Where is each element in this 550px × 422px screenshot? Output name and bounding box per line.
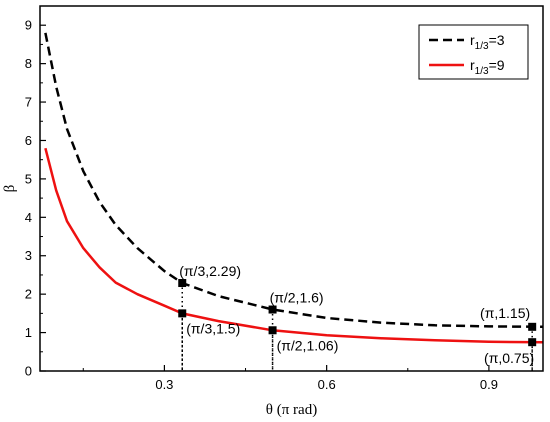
y-tick-label: 1 [25, 325, 32, 340]
series-line-1 [44, 32, 544, 329]
legend-box [418, 24, 529, 80]
y-tick-label: 4 [25, 210, 32, 225]
data-marker [178, 309, 187, 318]
data-marker [268, 326, 277, 335]
y-tick-label: 9 [25, 18, 32, 33]
data-label: (π/3,2.29) [179, 263, 241, 279]
legend-entry-series-2-sub: 1/3 [475, 66, 489, 77]
y-tick-label: 5 [25, 171, 32, 186]
x-tick-label: 0.3 [155, 377, 173, 392]
series-line-2 [44, 147, 544, 344]
legend: r1/3=3 r1/3=9 [418, 24, 529, 80]
x-tick-label: 0.9 [480, 377, 498, 392]
data-label: (π/2,1.06) [277, 337, 339, 353]
y-tick-label: 8 [25, 56, 32, 71]
legend-entry-series-2-tail: =9 [489, 57, 505, 73]
legend-entry-series-1-main: r [470, 32, 475, 48]
data-label: (π,0.75) [484, 350, 534, 366]
y-tick-label: 0 [25, 364, 32, 379]
y-axis-label: β [2, 185, 18, 193]
legend-entry-series-1-tail: =3 [489, 32, 505, 48]
data-label: (π,1.15) [480, 305, 530, 321]
data-label: (π/3,1.5) [186, 320, 240, 336]
data-label: (π/2,1.6) [270, 290, 324, 306]
annotations: (π/3,2.29) (π/3,1.5) (π/2,1.6) (π/2,1.06) (π… [178, 263, 537, 371]
legend-entry-series-1: r1/3=3 [470, 32, 505, 52]
plot-frame [39, 5, 544, 372]
legend-entry-series-1-sub: 1/3 [475, 41, 489, 52]
data-marker [268, 305, 277, 314]
plot-area [44, 32, 544, 344]
legend-entry-series-2: r1/3=9 [470, 57, 505, 77]
y-tick-label: 6 [25, 133, 32, 148]
legend-entry-series-2-main: r [470, 57, 475, 73]
x-tick-label: 0.6 [318, 377, 336, 392]
x-axis-label: θ (π rad) [266, 402, 317, 418]
y-tick-label: 2 [25, 287, 32, 302]
data-marker [178, 279, 187, 288]
y-tick-label: 3 [25, 248, 32, 263]
y-tick-label: 7 [25, 95, 32, 110]
axes: 0 1 2 3 4 5 6 7 8 9 0.3 0.6 0.9 [25, 18, 498, 392]
data-marker [528, 322, 537, 331]
data-marker [528, 338, 537, 347]
